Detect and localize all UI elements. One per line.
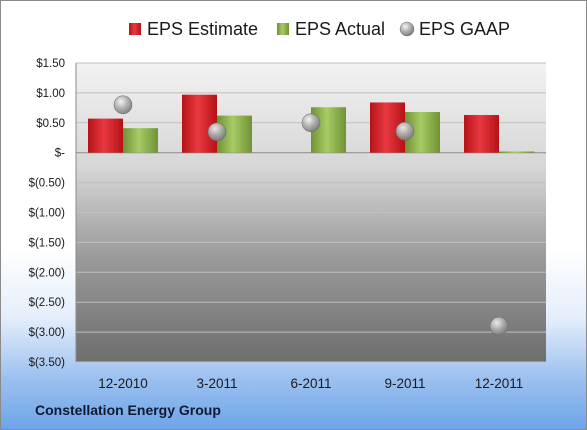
x-category-label: 6-2011 (290, 376, 331, 391)
eps-estimate-bar (182, 94, 217, 153)
y-tick-label: $(1.00) (29, 208, 66, 220)
legend-label: EPS Actual (295, 19, 385, 39)
y-tick-label: $(3.50) (29, 357, 66, 369)
eps-estimate-bar (88, 118, 123, 153)
eps-actual-bar (123, 128, 158, 153)
legend-estimate-key (129, 23, 141, 35)
eps-gaap-marker (113, 95, 133, 115)
legend-label: EPS GAAP (419, 19, 510, 39)
y-tick-label: $(3.00) (29, 327, 66, 339)
y-tick-label: $(0.50) (29, 178, 66, 190)
y-tick-label: $1.50 (36, 58, 65, 70)
y-tick-label: $- (55, 148, 65, 160)
eps-gaap-marker (395, 121, 415, 141)
x-category-label: 12-2011 (475, 376, 524, 391)
eps-gaap-marker (207, 122, 227, 142)
y-tick-label: $(2.00) (29, 267, 66, 279)
x-category-label: 12-2010 (98, 376, 148, 391)
legend-actual-key (277, 23, 289, 35)
y-tick-label: $(1.50) (29, 237, 66, 249)
eps-estimate-bar (464, 115, 499, 153)
y-tick-label: $0.50 (36, 118, 65, 130)
eps-gaap-marker (489, 316, 509, 336)
legend-gaap-key (399, 21, 415, 37)
x-category-label: 3-2011 (196, 376, 237, 391)
y-tick-label: $1.00 (36, 88, 65, 100)
eps-actual-bar (499, 151, 534, 154)
legend-label: EPS Estimate (147, 19, 258, 39)
y-tick-label: $(2.50) (29, 297, 66, 309)
company-name: Constellation Energy Group (35, 402, 221, 418)
x-category-label: 9-2011 (384, 376, 425, 391)
eps-gaap-marker (301, 113, 321, 133)
